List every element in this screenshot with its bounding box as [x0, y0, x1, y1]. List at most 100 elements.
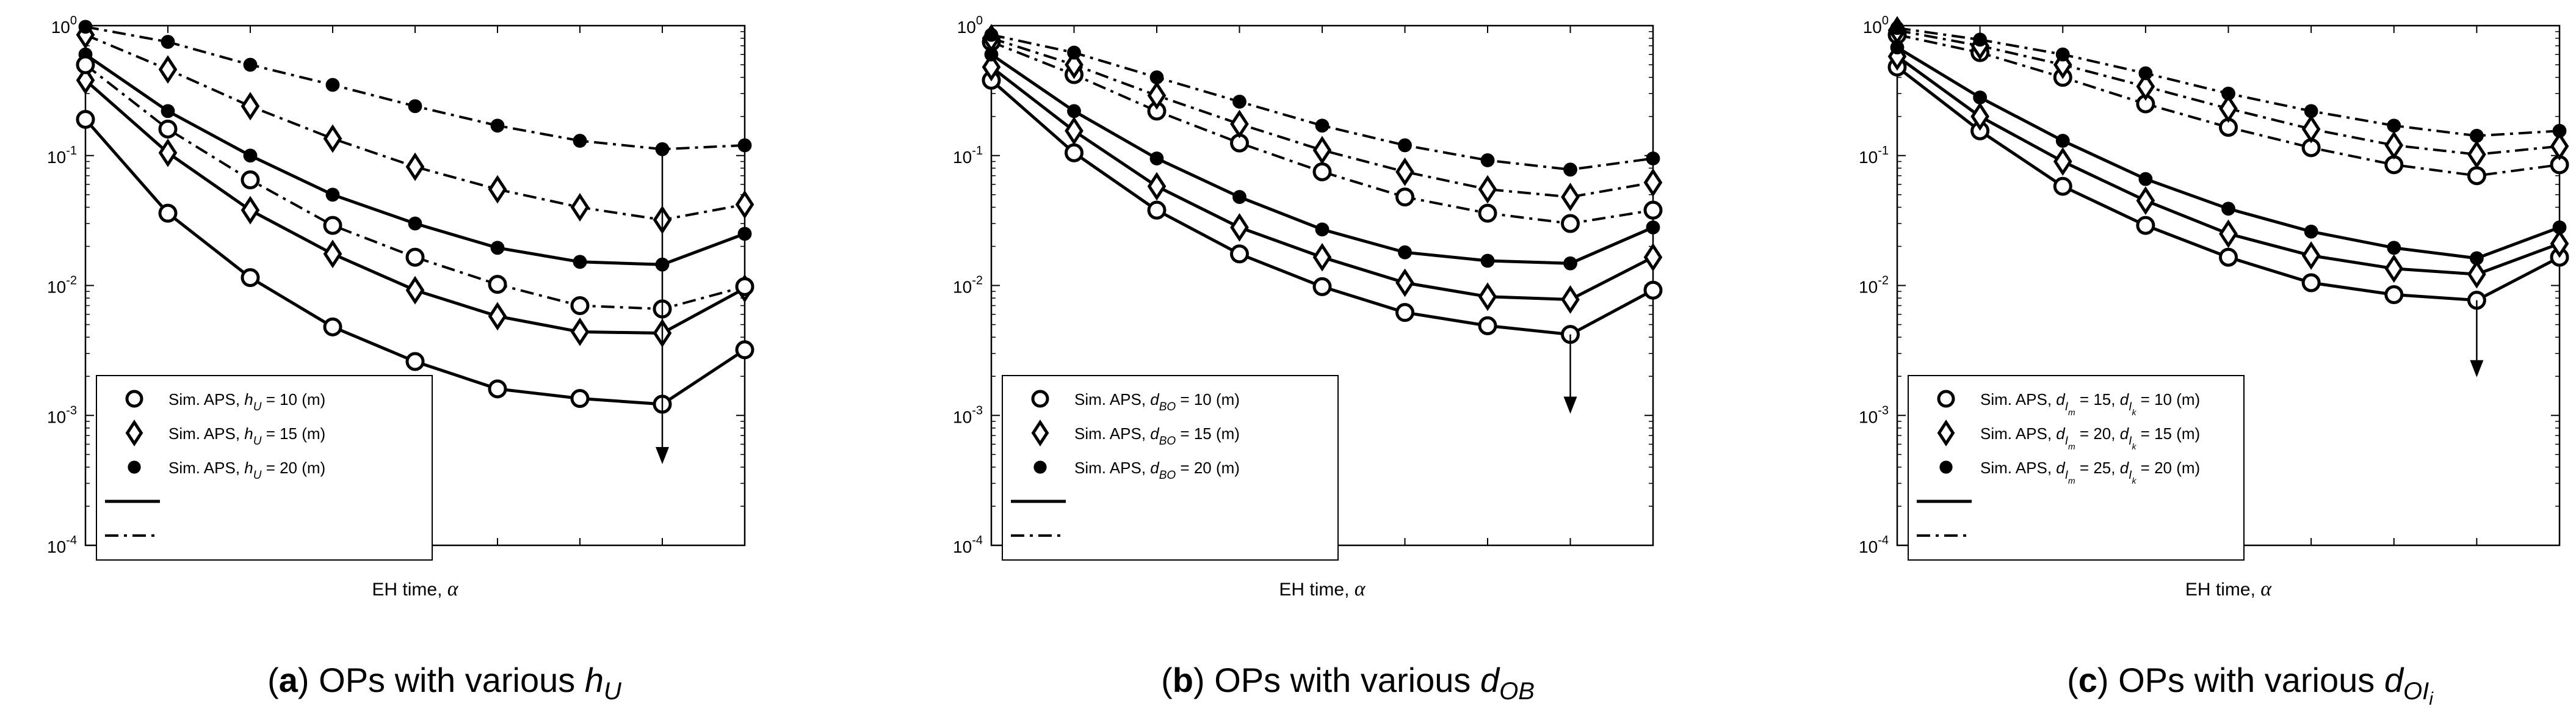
y-tick-label: 10-1: [953, 144, 983, 167]
legend-box: [1908, 375, 2245, 561]
data-point: [405, 152, 425, 181]
data-point: [1312, 277, 1332, 296]
y-tick-label: 100: [957, 14, 983, 37]
data-point: [1067, 45, 1081, 60]
data-point: [570, 317, 590, 346]
legend-label: Sim. APS, dIm = 15, dIk = 10 (m): [1980, 390, 2200, 417]
data-point: [1646, 220, 1660, 235]
data-point: [2053, 147, 2072, 176]
data-point: [1395, 303, 1414, 322]
data-point: [1890, 21, 1905, 35]
data-point: [1065, 50, 1084, 79]
series-line: [1897, 34, 2560, 177]
data-point: [1561, 285, 1580, 314]
chart-panel-a: 10-4 10-3 10-2 10-1 100 EH time, α Sim. APS, h…: [47, 14, 754, 705]
data-point: [490, 118, 505, 133]
data-point: [161, 104, 175, 118]
data-point: [735, 340, 754, 360]
data-point: [1478, 316, 1497, 335]
data-point: [1395, 157, 1414, 186]
series-3: [984, 47, 1660, 271]
data-point: [488, 379, 507, 399]
data-point: [1480, 253, 1495, 268]
data-point: [241, 92, 260, 121]
data-point: [2221, 202, 2235, 216]
y-tick-label: 100: [1863, 14, 1889, 37]
series-6: [984, 27, 1660, 177]
y-tick-label: 10-4: [953, 534, 983, 556]
data-point: [2384, 131, 2404, 160]
legend-entry: Sim. APS, hU = 15 (m): [125, 420, 325, 448]
data-point: [2053, 176, 2072, 196]
data-point: [2301, 114, 2321, 144]
data-point: [1147, 172, 1167, 201]
data-point: [2219, 247, 2238, 267]
data-point: [1480, 153, 1495, 167]
legend-marker: [125, 420, 143, 446]
data-point: [570, 389, 590, 409]
subfigure-caption: (c) OPs with various dOIi: [2067, 661, 2434, 709]
data-point: [325, 187, 340, 202]
data-point: [158, 55, 178, 84]
data-point: [243, 148, 258, 163]
legend-marker: [1033, 460, 1047, 474]
series-3: [78, 47, 752, 272]
legend-label: Sim. APS, dBO = 15 (m): [1074, 424, 1240, 448]
data-point: [2467, 260, 2486, 289]
data-point: [1067, 104, 1081, 118]
data-point: [158, 138, 178, 167]
data-point: [161, 35, 175, 49]
legend-entry: Sim. APS, dBO = 15 (m): [1031, 420, 1240, 448]
legend-label: Sim. APS, hU = 20 (m): [168, 459, 325, 482]
data-point: [1147, 81, 1167, 110]
data-point: [488, 175, 507, 204]
legend-entry: Sim. APS, dBO = 10 (m): [1031, 390, 1240, 413]
y-tick-label: 10-1: [47, 144, 77, 167]
data-point: [408, 216, 422, 231]
legend-label: Sim. APS, hU = 15 (m): [168, 424, 325, 448]
series-4: [76, 55, 754, 319]
series-line: [991, 40, 1654, 225]
legend-entry: Sim. APS, dBO = 20 (m): [1033, 459, 1240, 482]
data-point: [1561, 183, 1580, 211]
data-point: [405, 275, 425, 305]
x-axis-label: EH time, α: [372, 578, 458, 600]
data-point: [323, 239, 342, 269]
data-point: [1970, 102, 1989, 131]
data-point: [573, 134, 587, 148]
data-point: [488, 275, 507, 294]
data-point: [1149, 151, 1164, 165]
data-point: [2219, 219, 2238, 249]
data-point: [1315, 222, 1330, 237]
series-3: [1890, 40, 2567, 266]
data-point: [1232, 95, 1246, 109]
data-point: [325, 78, 340, 92]
data-point: [1398, 245, 1412, 260]
optimal-point-annotation: [2470, 300, 2484, 377]
series-2: [1887, 42, 2569, 289]
data-point: [241, 268, 260, 288]
legend-entry: Sim. APS, dIm = 15, dIk = 10 (m): [1937, 390, 2200, 417]
data-point: [737, 227, 752, 241]
data-point: [405, 247, 425, 267]
legend-marker: [1031, 420, 1049, 446]
optimal-point-annotation: [1563, 334, 1577, 414]
legend-marker: [1937, 390, 1955, 408]
data-point: [76, 55, 95, 75]
data-point: [488, 302, 507, 331]
data-point: [2055, 134, 2070, 148]
data-point: [2136, 186, 2155, 215]
data-point: [573, 255, 587, 269]
legend-label: Sim. APS, hU = 10 (m): [168, 390, 325, 413]
data-point: [1395, 268, 1414, 297]
legend-box: [96, 375, 433, 561]
series-1: [982, 70, 1663, 344]
legend-marker: [1031, 390, 1049, 408]
data-point: [570, 296, 590, 315]
data-point: [1315, 118, 1330, 133]
data-point: [2552, 220, 2567, 235]
data-point: [2301, 241, 2321, 270]
y-tick-label: 10-4: [1859, 534, 1889, 556]
data-point: [405, 352, 425, 371]
data-point: [2304, 104, 2318, 118]
